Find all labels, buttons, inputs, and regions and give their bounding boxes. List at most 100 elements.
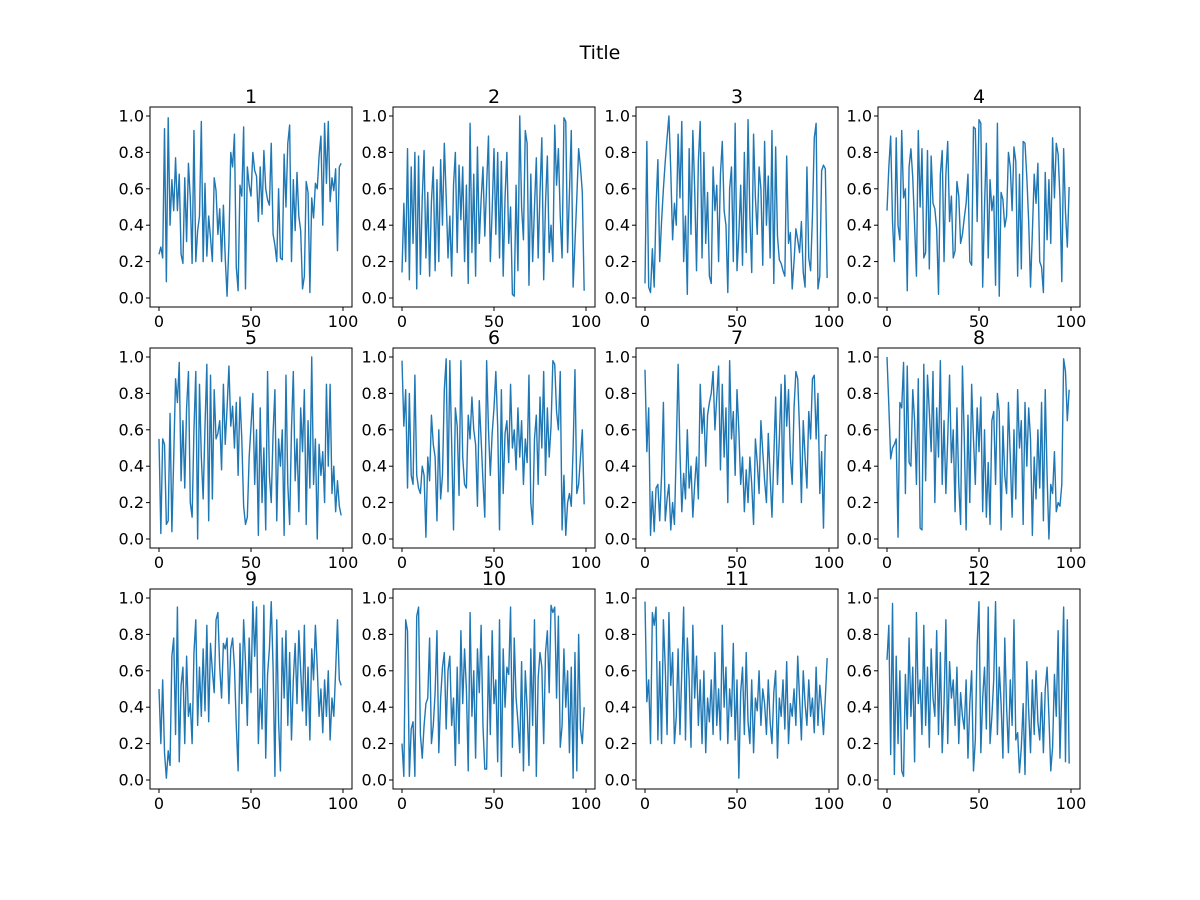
y-tick-label: 0.0 [362,289,387,308]
y-tick-label: 0.6 [362,420,387,439]
y-tick-label: 0.8 [605,625,630,644]
series-line [644,359,828,537]
y-tick-label: 0.2 [362,493,387,512]
series-line [158,117,342,297]
y-tick-label: 0.6 [119,179,144,198]
x-tick-label: 100 [1056,553,1087,572]
y-tick-label: 0.2 [119,734,144,753]
x-tick-label: 0 [154,553,164,572]
x-tick-label: 0 [882,553,892,572]
y-tick-label: 1.0 [362,589,387,608]
subplot-title: 7 [731,327,743,349]
y-tick-label: 1.0 [605,589,630,608]
y-tick-label: 0.6 [847,420,872,439]
y-tick-label: 0.2 [847,734,872,753]
y-tick-label: 1.0 [362,107,387,126]
y-tick-label: 0.4 [362,698,387,717]
subplot-title: 8 [973,327,985,349]
y-tick-label: 0.2 [605,252,630,271]
x-tick-label: 100 [814,553,845,572]
y-tick-label: 0.4 [605,216,630,235]
subplot-title: 9 [245,568,257,590]
y-tick-label: 0.4 [362,457,387,476]
series-line [158,600,342,779]
y-tick-label: 1.0 [119,107,144,126]
y-tick-label: 0.0 [119,289,144,308]
x-tick-label: 100 [571,553,602,572]
subplot-title: 6 [488,327,500,349]
y-tick-label: 0.8 [362,625,387,644]
y-tick-label: 0.6 [605,179,630,198]
subplot: 11 0.0 0.2 0.4 0.6 0.8 1.0 0 50 100 [605,568,845,813]
x-tick-label: 50 [484,553,504,572]
y-tick-label: 0.2 [119,493,144,512]
y-tick-label: 0.0 [605,289,630,308]
x-tick-label: 50 [484,312,504,331]
x-tick-label: 100 [328,553,359,572]
x-tick-label: 50 [969,312,989,331]
y-tick-label: 0.6 [605,661,630,680]
subplot: 1 0.0 0.2 0.4 0.6 0.8 1.0 0 50 100 [119,86,359,331]
y-tick-label: 0.2 [605,734,630,753]
y-tick-label: 0.2 [362,252,387,271]
y-tick-label: 0.4 [847,216,872,235]
y-tick-label: 0.8 [847,384,872,403]
x-tick-label: 0 [882,312,892,331]
subplot-title: 1 [245,86,257,108]
subplot-title: 3 [731,86,743,108]
y-tick-label: 0.6 [362,661,387,680]
y-tick-label: 0.0 [605,530,630,549]
x-tick-label: 100 [814,794,845,813]
axes-frame [392,106,596,308]
y-tick-label: 1.0 [605,107,630,126]
x-tick-label: 50 [484,794,504,813]
series-line [401,115,585,297]
y-tick-label: 1.0 [362,348,387,367]
y-tick-label: 0.2 [605,493,630,512]
x-tick-label: 100 [1056,312,1087,331]
y-tick-label: 0.4 [119,698,144,717]
y-tick-label: 0.0 [362,771,387,790]
y-tick-label: 0.0 [847,289,872,308]
y-tick-label: 0.6 [362,179,387,198]
subplot-title: 12 [967,568,991,590]
series-line [886,600,1070,778]
y-tick-label: 0.2 [847,493,872,512]
y-tick-label: 0.8 [119,143,144,162]
figure-title: Title [579,42,621,64]
y-tick-label: 0.8 [362,384,387,403]
series-line [401,604,585,779]
x-tick-label: 0 [397,312,407,331]
y-tick-label: 0.8 [119,384,144,403]
y-tick-label: 0.6 [119,661,144,680]
series-line [644,115,828,296]
x-tick-label: 100 [814,312,845,331]
subplot-title: 10 [482,568,506,590]
y-tick-label: 0.6 [605,420,630,439]
y-tick-label: 0.8 [847,143,872,162]
subplot-title: 5 [245,327,257,349]
x-tick-label: 0 [154,312,164,331]
y-tick-label: 0.8 [847,625,872,644]
x-tick-label: 50 [241,794,261,813]
x-tick-label: 100 [571,312,602,331]
y-tick-label: 1.0 [847,107,872,126]
y-tick-label: 0.4 [362,216,387,235]
subplot: 9 0.0 0.2 0.4 0.6 0.8 1.0 0 50 100 [119,568,359,813]
subplot: 6 0.0 0.2 0.4 0.6 0.8 1.0 0 50 100 [362,327,602,572]
y-tick-label: 0.0 [119,530,144,549]
x-tick-label: 0 [397,794,407,813]
y-tick-label: 0.8 [119,625,144,644]
series-line [886,356,1070,540]
y-tick-label: 0.8 [605,143,630,162]
y-tick-label: 1.0 [119,348,144,367]
subplot: 5 0.0 0.2 0.4 0.6 0.8 1.0 0 50 100 [119,327,359,572]
y-tick-label: 1.0 [847,348,872,367]
y-tick-label: 1.0 [119,589,144,608]
x-tick-label: 100 [1056,794,1087,813]
x-tick-label: 50 [241,553,261,572]
y-tick-label: 0.8 [362,143,387,162]
series-line [401,358,585,538]
y-tick-label: 0.4 [119,216,144,235]
y-tick-label: 0.2 [119,252,144,271]
